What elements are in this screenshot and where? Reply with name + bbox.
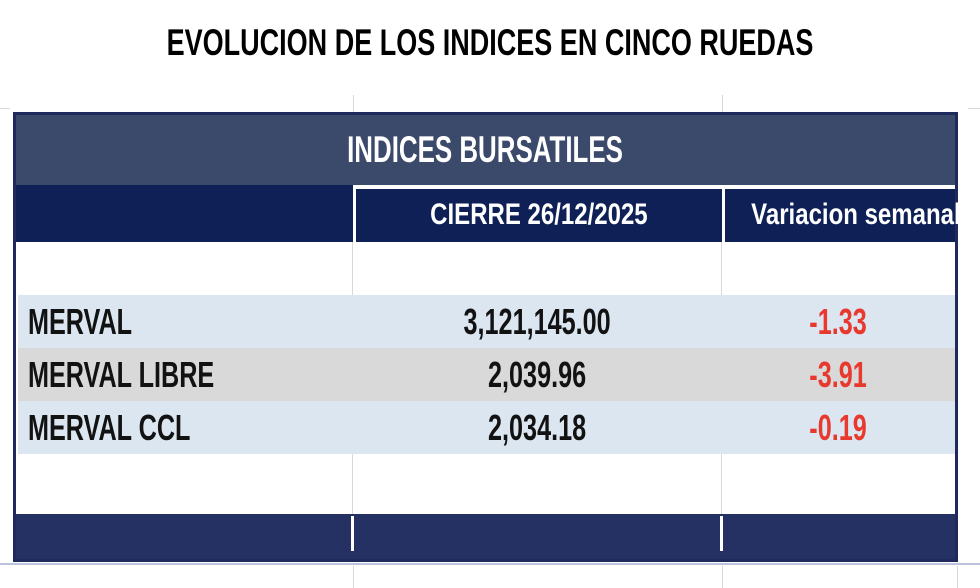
variacion-value: -3.91 bbox=[809, 354, 868, 395]
cierre-value-cell: 2,039.96 bbox=[353, 348, 722, 401]
column-header-variacion: Variacion semanal bbox=[722, 189, 961, 242]
footer-band bbox=[16, 514, 955, 559]
variacion-value-cell: -0.19 bbox=[722, 401, 955, 454]
cierre-value: 3,121,145.00 bbox=[463, 301, 612, 342]
page-title-text: EVOLUCION DE LOS INDICES EN CINCO RUEDAS bbox=[166, 22, 814, 63]
variacion-value: -0.19 bbox=[809, 407, 868, 448]
table-row-merval-ccl: MERVAL CCL 2,034.18 -0.19 bbox=[16, 401, 955, 454]
row-label: MERVAL CCL bbox=[28, 407, 191, 448]
gridline-stub bbox=[957, 566, 958, 588]
spacer-row bbox=[16, 242, 955, 295]
separator-left-segment bbox=[16, 185, 353, 189]
table-row-merval: MERVAL 3,121,145.00 -1.33 bbox=[16, 295, 955, 348]
column-header-row: CIERRE 26/12/2025 Variacion semanal bbox=[16, 189, 961, 242]
indices-bursatiles-table: INDICES BURSATILES CIERRE 26/12/2025 Var… bbox=[13, 112, 961, 562]
row-label-cell: MERVAL bbox=[18, 295, 353, 348]
cierre-value: 2,039.96 bbox=[488, 354, 587, 395]
row-label: MERVAL LIBRE bbox=[28, 354, 215, 395]
header-separator bbox=[16, 185, 955, 189]
variacion-value-cell: -1.33 bbox=[722, 295, 955, 348]
page-title: EVOLUCION DE LOS INDICES EN CINCO RUEDAS bbox=[0, 22, 980, 64]
spacer-cell bbox=[353, 242, 722, 295]
table-title-row: INDICES BURSATILES bbox=[16, 115, 955, 185]
spacer-cell bbox=[18, 242, 353, 295]
footer-column-divider bbox=[351, 516, 354, 551]
spacer-cell bbox=[722, 454, 955, 514]
table-row-merval-libre: MERVAL LIBRE 2,039.96 -3.91 bbox=[16, 348, 955, 401]
cierre-value-cell: 3,121,145.00 bbox=[353, 295, 722, 348]
column-header-empty bbox=[16, 189, 353, 242]
gridline-stub bbox=[353, 566, 354, 588]
variacion-value-cell: -3.91 bbox=[722, 348, 955, 401]
spacer-cell bbox=[722, 242, 955, 295]
separator-white-segment bbox=[353, 185, 955, 189]
row-label-cell: MERVAL LIBRE bbox=[18, 348, 353, 401]
gridline-stub bbox=[353, 95, 354, 112]
footer-column-divider bbox=[720, 516, 723, 551]
gridline-stub bbox=[968, 108, 980, 109]
row-label-cell: MERVAL CCL bbox=[18, 401, 353, 454]
gridline-stub bbox=[722, 95, 723, 112]
spacer-cell bbox=[18, 454, 353, 514]
gridline-under-table bbox=[0, 563, 980, 565]
column-header-variacion-label: Variacion semanal bbox=[751, 198, 961, 231]
table-title: INDICES BURSATILES bbox=[347, 129, 624, 170]
gridline-stub bbox=[0, 108, 10, 109]
spacer-row bbox=[16, 454, 955, 514]
gridline-stub bbox=[722, 566, 723, 588]
column-header-cierre-label: CIERRE 26/12/2025 bbox=[430, 198, 648, 231]
cierre-value: 2,034.18 bbox=[488, 407, 587, 448]
row-label: MERVAL bbox=[28, 301, 133, 342]
column-header-cierre: CIERRE 26/12/2025 bbox=[353, 189, 722, 242]
variacion-value: -1.33 bbox=[809, 301, 868, 342]
cierre-value-cell: 2,034.18 bbox=[353, 401, 722, 454]
spacer-cell bbox=[353, 454, 722, 514]
